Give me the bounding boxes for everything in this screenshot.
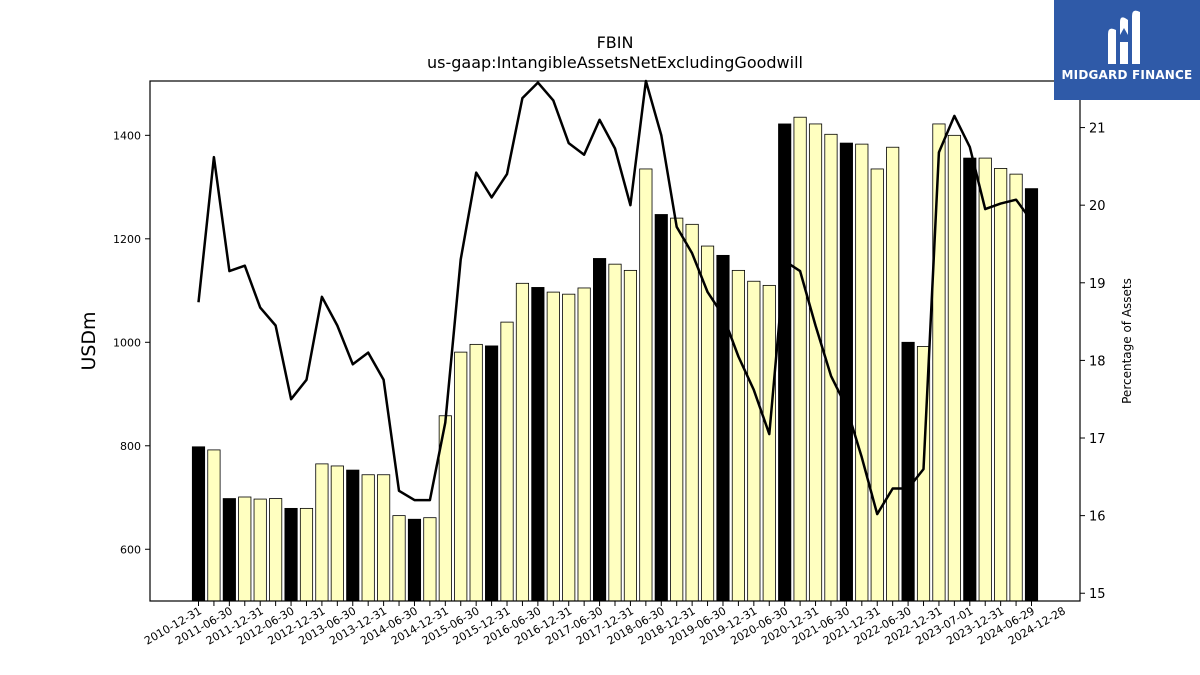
bar (1024, 188, 1039, 602)
y2-tick-label: 17 (1089, 432, 1106, 447)
bar (654, 214, 668, 602)
brand-logo: MIDGARD FINANCE (1054, 0, 1200, 100)
percentage-line (197, 79, 1033, 516)
bar (515, 282, 530, 602)
x-axis: 2010-12-312011-06-302011-12-312012-06-30… (142, 601, 1068, 648)
bar (315, 463, 329, 602)
chart-title: FBIN (597, 33, 634, 52)
y-tick-label: 1400 (113, 129, 141, 142)
bar (531, 287, 545, 602)
bar (392, 515, 406, 602)
bar (932, 123, 946, 602)
bar (222, 498, 236, 602)
bar (1009, 173, 1023, 602)
bar (623, 269, 637, 602)
bars-layer (191, 116, 1039, 602)
bar (886, 146, 900, 602)
y-axis-left: 600 800 1000 1200 1400 (113, 129, 150, 556)
bar (593, 258, 607, 602)
bar (577, 287, 591, 602)
y2-tick-label: 15 (1089, 587, 1106, 602)
bar (284, 507, 298, 602)
y-tick-label: 800 (120, 440, 141, 453)
bar (855, 143, 869, 602)
y-axis-label: USDm (78, 311, 100, 370)
bar (639, 168, 653, 602)
bar (191, 446, 206, 602)
y2-tick-label: 19 (1089, 277, 1106, 292)
bar (793, 116, 807, 602)
bar (377, 474, 391, 602)
bar (423, 517, 437, 602)
bar (500, 321, 514, 602)
y2-tick-label: 21 (1089, 122, 1106, 137)
bar (361, 474, 375, 602)
brand-name: MIDGARD FINANCE (1061, 68, 1193, 82)
y2-axis-label: Percentage of Assets (1120, 278, 1134, 404)
bar (346, 469, 360, 602)
bar (253, 498, 267, 602)
bar (454, 351, 468, 602)
bar (608, 263, 622, 602)
bar (269, 498, 283, 602)
bar (562, 293, 576, 602)
bar (901, 341, 915, 602)
y2-tick-label: 18 (1089, 354, 1106, 369)
midgard-logo-icon (1108, 10, 1140, 65)
bar (330, 465, 344, 602)
bar (870, 168, 884, 602)
bar (469, 343, 483, 602)
y-tick-label: 1200 (113, 233, 141, 246)
chart-subtitle: us-gaap:IntangibleAssetsNetExcludingGood… (427, 53, 803, 72)
line-layer (197, 79, 1033, 516)
bar (839, 142, 853, 602)
bar (778, 123, 792, 602)
y-axis-right: 15 16 17 18 19 20 21 (1080, 122, 1106, 602)
bar (685, 223, 699, 602)
y2-tick-label: 16 (1089, 510, 1106, 525)
bar (963, 157, 977, 602)
bar (824, 133, 838, 602)
bar (407, 518, 422, 602)
bar (747, 280, 761, 602)
bar (238, 496, 252, 602)
bar (485, 345, 499, 602)
bar (207, 449, 221, 602)
bar (947, 134, 961, 602)
y-tick-label: 1000 (113, 336, 141, 349)
bar (299, 507, 314, 602)
y2-tick-label: 20 (1089, 199, 1106, 214)
bar (762, 284, 776, 602)
bar (670, 217, 684, 602)
bar (731, 269, 745, 602)
bar (978, 157, 992, 602)
bar (546, 291, 560, 602)
bar (808, 123, 823, 602)
y-tick-label: 600 (120, 543, 141, 556)
bar (994, 168, 1008, 602)
